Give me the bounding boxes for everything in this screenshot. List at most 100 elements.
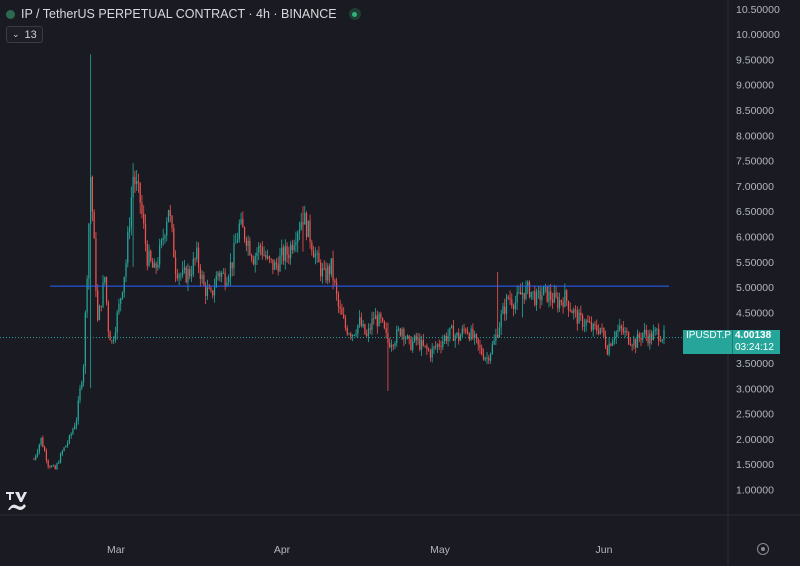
candle-body	[511, 299, 513, 306]
candle-body	[298, 229, 301, 234]
candle-body	[627, 332, 630, 344]
candle-body	[65, 445, 67, 448]
chevron-down-icon: ⌄	[12, 29, 20, 39]
candle-body	[274, 262, 276, 270]
candle-body	[562, 302, 564, 307]
candle-body	[251, 255, 253, 259]
candle-body	[604, 336, 607, 348]
candle-body	[233, 242, 235, 269]
candle-body	[84, 312, 86, 367]
candle-body	[484, 357, 486, 360]
candle-body	[58, 462, 60, 464]
candle-body	[51, 465, 53, 468]
candle-body	[597, 330, 600, 334]
candle-body	[497, 334, 499, 338]
candle-body	[594, 324, 596, 326]
candle-body	[130, 197, 132, 228]
candle-body	[265, 255, 267, 259]
price-tag-value: 4.00138	[735, 330, 772, 341]
candle-body	[341, 308, 343, 315]
candle-body	[403, 329, 405, 340]
candle-body	[390, 345, 393, 348]
candle-body	[309, 220, 311, 243]
candle-body	[208, 287, 210, 289]
candle-body	[500, 313, 502, 328]
candle-body	[551, 299, 554, 303]
candle-body	[192, 258, 194, 275]
candle-body	[320, 262, 322, 277]
candle-body	[220, 273, 223, 277]
candle-body	[344, 318, 347, 329]
candle-body	[75, 420, 78, 426]
candle-body	[137, 181, 140, 183]
candle-body	[574, 309, 577, 311]
candle-body	[543, 286, 545, 296]
candle-body	[311, 242, 313, 251]
candle-body	[633, 339, 635, 346]
price-tag-symbol: IPUSDT.P	[686, 330, 732, 341]
candles-group	[33, 54, 665, 470]
candle-body	[532, 291, 534, 293]
indicators-toggle[interactable]: ⌄ 13	[6, 26, 43, 43]
candle-body	[52, 465, 55, 467]
candle-body	[650, 333, 653, 341]
candle-body	[159, 244, 161, 265]
candle-body	[157, 264, 159, 268]
candle-body	[279, 255, 281, 272]
y-tick-label: 2.00000	[736, 434, 774, 446]
candle-body	[537, 290, 539, 292]
candle-body	[304, 213, 306, 225]
candle-body	[620, 325, 623, 328]
candle-body	[68, 435, 71, 443]
candle-body	[534, 291, 536, 305]
candle-body	[139, 182, 141, 203]
tradingview-logo-icon[interactable]	[6, 490, 30, 515]
candle-body	[449, 327, 451, 336]
candle-body	[498, 327, 501, 338]
candle-body	[548, 291, 550, 302]
candle-body	[525, 286, 527, 299]
candle-body	[397, 328, 400, 330]
last-price-tag: IPUSDT.P 4.00138 03:24:12	[683, 330, 780, 354]
candle-body	[619, 325, 621, 331]
candle-body	[35, 455, 37, 460]
candle-body	[489, 353, 492, 361]
candle-body	[91, 176, 94, 212]
candle-body	[328, 266, 331, 275]
candle-body	[72, 429, 74, 434]
candle-body	[555, 292, 557, 297]
candle-body	[578, 312, 580, 324]
candle-body	[560, 300, 562, 303]
candle-body	[182, 269, 184, 275]
candle-body	[151, 260, 154, 268]
candle-body	[56, 463, 58, 470]
y-tick-label: 7.00000	[736, 181, 774, 193]
candle-body	[107, 302, 109, 332]
candle-body	[114, 332, 117, 340]
y-tick-label: 2.50000	[736, 409, 774, 421]
candle-body	[642, 332, 644, 340]
candle-body	[47, 460, 49, 467]
candle-body	[383, 321, 386, 329]
candle-body	[514, 302, 516, 310]
candle-body	[171, 215, 173, 228]
candle-body	[426, 345, 428, 350]
candle-body	[636, 334, 639, 348]
candle-body	[369, 328, 371, 330]
candle-body	[451, 325, 453, 328]
candle-body	[374, 315, 377, 320]
candle-body	[113, 339, 115, 342]
candle-body	[305, 213, 308, 237]
settings-icon[interactable]	[757, 543, 769, 555]
candle-body	[413, 335, 416, 342]
candle-body	[502, 306, 504, 314]
candle-body	[535, 291, 538, 305]
candle-body	[429, 350, 432, 358]
candle-body	[67, 442, 69, 446]
candle-body	[286, 246, 288, 255]
candle-body	[405, 338, 407, 340]
candle-body	[82, 366, 85, 383]
candle-body	[353, 334, 355, 336]
candle-body	[105, 277, 108, 303]
